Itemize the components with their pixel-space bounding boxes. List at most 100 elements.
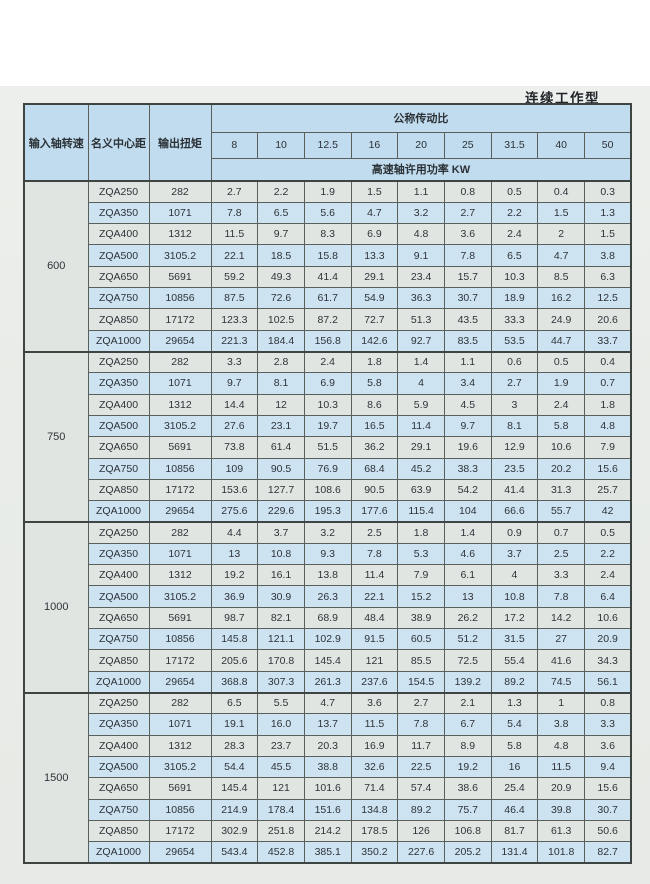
model-cell: ZQA750 — [87, 628, 150, 651]
power-value-cell: 9.4 — [584, 755, 632, 779]
torque-cell: 3105.2 — [148, 244, 212, 267]
table-row: 1500 ZQA250 282 6.5 5.5 4.7 3.6 2.7 2.1 1.3 1 0.8 — [23, 691, 632, 864]
power-value-cell: 0.6 — [490, 350, 539, 374]
power-value-cell: 12.9 — [490, 436, 539, 459]
col-header-output-torque: 输出扭矩 — [148, 103, 212, 182]
power-value-cell: 41.4 — [490, 478, 539, 502]
model-cell: ZQA250 — [87, 179, 150, 203]
table-row: ZQA850 17172 153.6 127.7 108.6 90.5 63.9 54.2 41… — [24, 478, 632, 502]
torque-cell: 17172 — [148, 308, 212, 331]
power-value-cell: 29.1 — [350, 265, 399, 289]
power-value-cell: 8.6 — [350, 393, 399, 416]
power-value-cell: 60.5 — [397, 628, 445, 651]
power-value-cell: 19.2 — [210, 564, 259, 587]
power-value-cell: 10.8 — [490, 585, 539, 608]
power-value-cell: 229.6 — [257, 500, 305, 523]
speed-group-cell: 600 — [23, 180, 89, 352]
power-value-cell: 0.5 — [490, 179, 539, 203]
table-row: ZQA400 1312 28.3 23.7 20.3 16.9 11.7 8.9 5.8 4.8 3… — [24, 734, 632, 757]
power-value-cell: 170.8 — [257, 649, 305, 672]
ratio-header-cell: 50 — [584, 131, 632, 159]
power-value-cell: 73.8 — [210, 436, 259, 459]
power-value-cell: 123.3 — [210, 308, 259, 331]
table-row: ZQA500 3105.2 27.6 23.1 19.7 16.5 11.4 9.7 8.1 5.… — [24, 414, 632, 438]
power-value-cell: 0.4 — [537, 179, 585, 203]
power-value-cell: 3.3 — [210, 350, 259, 374]
power-value-cell: 0.5 — [584, 520, 632, 544]
table-row: ZQA500 3105.2 36.9 30.9 26.3 22.1 15.2 13 10.8 7.… — [24, 585, 632, 608]
power-value-cell: 7.9 — [584, 436, 632, 459]
power-value-cell: 101.8 — [537, 841, 585, 864]
model-cell: ZQA250 — [87, 520, 150, 544]
power-value-cell: 31.3 — [537, 478, 585, 502]
table-row: 1000 ZQA250 282 4.4 3.7 3.2 2.5 1.8 1.4 0.9 0.7 0.5 — [23, 520, 632, 693]
power-value-cell: 2.4 — [584, 564, 632, 587]
power-value-cell: 16.9 — [350, 734, 399, 757]
power-value-cell: 1.1 — [397, 179, 445, 203]
power-value-cell: 76.9 — [303, 457, 352, 480]
power-value-cell: 127.7 — [257, 478, 305, 502]
table-row: ZQA650 5691 98.7 82.1 68.9 48.4 38.9 26.2 17.2 14… — [24, 606, 632, 630]
torque-cell: 5691 — [148, 265, 212, 289]
power-value-cell: 90.5 — [350, 478, 399, 502]
table-row: ZQA350 1071 19.1 16.0 13.7 11.5 7.8 6.7 5.4 3.8 3.… — [24, 713, 632, 736]
torque-cell: 10856 — [148, 457, 212, 480]
power-value-cell: 30.7 — [584, 798, 632, 821]
power-value-cell: 302.9 — [210, 819, 259, 843]
power-value-cell: 56.1 — [584, 670, 632, 694]
power-value-cell: 11.5 — [210, 223, 259, 246]
power-value-cell: 3.3 — [584, 713, 632, 736]
header-row-ratio-group: 输入轴转速 名义中心距 输出扭矩 公称传动比 — [23, 103, 632, 182]
power-value-cell: 214.9 — [210, 798, 259, 821]
power-value-cell: 2.2 — [257, 179, 305, 203]
power-value-cell: 3.2 — [303, 520, 352, 544]
model-cell: ZQA350 — [87, 542, 150, 566]
power-value-cell: 38.6 — [443, 777, 492, 800]
power-value-cell: 63.9 — [397, 478, 445, 502]
table-row: ZQA350 1071 13 10.8 9.3 7.8 5.3 4.6 3.7 2.5 2.2 — [24, 542, 632, 566]
power-value-cell: 307.3 — [257, 670, 305, 694]
model-cell: ZQA650 — [87, 436, 150, 459]
power-value-cell: 5.8 — [350, 372, 399, 395]
power-value-cell: 6.9 — [303, 372, 352, 395]
power-value-cell: 26.3 — [303, 585, 352, 608]
power-value-cell: 7.8 — [443, 244, 492, 267]
power-value-cell: 4 — [490, 564, 539, 587]
power-value-cell: 2.7 — [490, 372, 539, 395]
power-value-cell: 91.5 — [350, 628, 399, 651]
table-row: ZQA500 3105.2 22.1 18.5 15.8 13.3 9.1 7.8 6.5 4.7… — [24, 244, 632, 267]
power-value-cell: 104 — [443, 500, 492, 523]
power-value-cell: 15.8 — [303, 244, 352, 267]
ratio-header-cell: 25 — [443, 131, 492, 159]
table-row: 750 ZQA250 282 3.3 2.8 2.4 1.8 1.4 1.1 0.6 0.5 0.4 — [23, 350, 632, 523]
power-value-cell: 72.7 — [350, 308, 399, 331]
power-value-cell: 9.7 — [257, 223, 305, 246]
power-value-cell: 10.6 — [584, 606, 632, 630]
torque-cell: 29654 — [148, 500, 212, 523]
power-value-cell: 8.9 — [443, 734, 492, 757]
power-value-cell: 36.3 — [397, 287, 445, 310]
power-value-cell: 145.8 — [210, 628, 259, 651]
torque-cell: 17172 — [148, 478, 212, 502]
power-value-cell: 87.5 — [210, 287, 259, 310]
table-row: ZQA350 1071 9.7 8.1 6.9 5.8 4 3.4 2.7 1.9 0.7 — [24, 372, 632, 395]
table-row: ZQA850 17172 123.3 102.5 87.2 72.7 51.3 43.5 33.… — [24, 308, 632, 331]
power-value-cell: 49.3 — [257, 265, 305, 289]
power-value-cell: 151.6 — [303, 798, 352, 821]
power-value-cell: 19.2 — [443, 755, 492, 779]
power-value-cell: 8.5 — [537, 265, 585, 289]
power-value-cell: 19.7 — [303, 414, 352, 438]
power-value-cell: 205.2 — [443, 841, 492, 864]
power-value-cell: 1.8 — [584, 393, 632, 416]
power-value-cell: 22.5 — [397, 755, 445, 779]
power-value-cell: 0.8 — [584, 691, 632, 715]
ratio-header-cell: 10 — [257, 131, 305, 159]
model-cell: ZQA1000 — [87, 500, 150, 523]
power-value-cell: 53.5 — [490, 329, 539, 353]
power-value-cell: 350.2 — [350, 841, 399, 864]
torque-cell: 1071 — [148, 542, 212, 566]
model-cell: ZQA400 — [87, 223, 150, 246]
torque-cell: 29654 — [148, 670, 212, 694]
model-cell: ZQA850 — [87, 819, 150, 843]
power-value-cell: 51.2 — [443, 628, 492, 651]
